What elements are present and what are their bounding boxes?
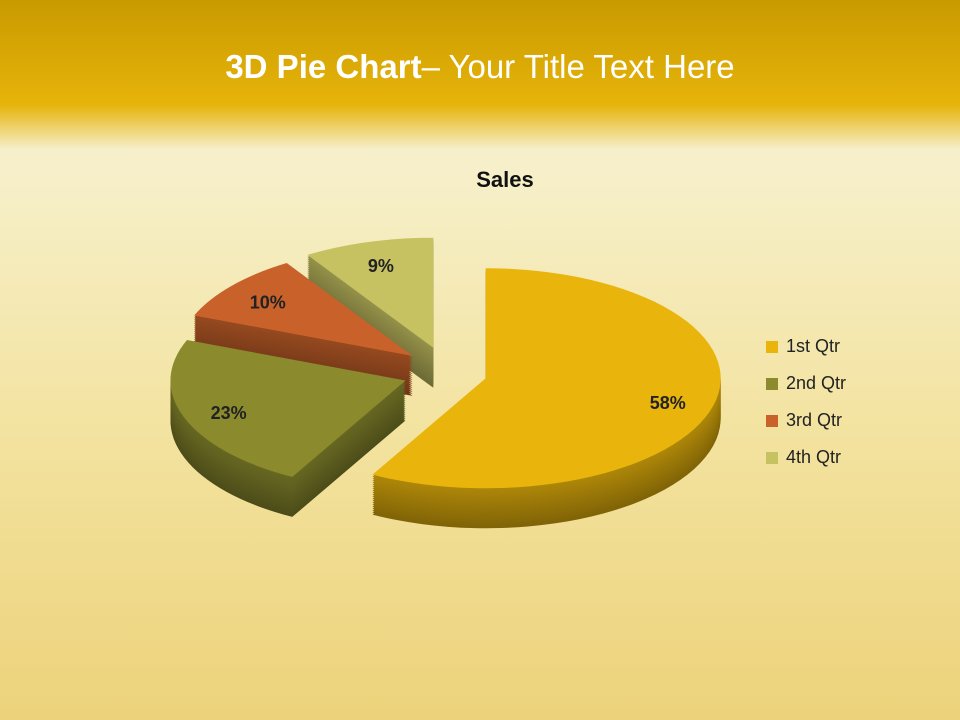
chart-title: Sales — [476, 167, 534, 192]
data-label: 9% — [368, 256, 394, 276]
pie-slice — [307, 237, 434, 348]
slide-title: 3D Pie Chart– Your Title Text Here — [0, 48, 960, 86]
data-label: 10% — [250, 293, 286, 313]
pie-slice — [372, 268, 721, 489]
legend-swatch — [766, 378, 778, 390]
legend-swatch — [766, 452, 778, 464]
title-rest: – Your Title Text Here — [421, 48, 735, 85]
data-label: 58% — [650, 393, 686, 413]
title-bold: 3D Pie Chart — [225, 48, 422, 85]
pie-slice — [170, 340, 406, 477]
legend-label: 3rd Qtr — [786, 410, 842, 430]
legend-label: 1st Qtr — [786, 336, 840, 356]
title-band — [0, 0, 960, 150]
pie-slice — [194, 263, 413, 356]
legend-label: 2nd Qtr — [786, 373, 846, 393]
legend-swatch — [766, 341, 778, 353]
legend-swatch — [766, 415, 778, 427]
data-label: 23% — [211, 403, 247, 423]
legend-label: 4th Qtr — [786, 447, 841, 467]
